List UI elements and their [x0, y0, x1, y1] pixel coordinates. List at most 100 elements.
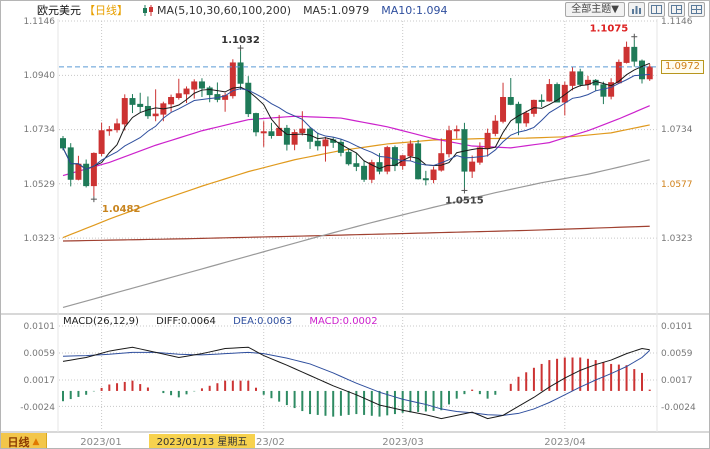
candle-body[interactable]	[407, 143, 414, 157]
candle-body[interactable]	[175, 93, 182, 98]
candle-body[interactable]	[453, 129, 460, 132]
candle-body[interactable]	[283, 127, 290, 145]
indicator-icon[interactable]	[142, 4, 154, 16]
candle-body[interactable]	[639, 60, 645, 80]
period-label: 【日线】	[84, 4, 128, 17]
y-axis-label-right: 1.1146	[661, 17, 693, 27]
candle-body[interactable]	[98, 130, 105, 154]
macd-params-label[interactable]: MACD(26,12,9)	[63, 316, 139, 327]
candle-body[interactable]	[268, 131, 275, 136]
candle-body[interactable]	[415, 143, 422, 180]
candle-body[interactable]	[191, 81, 198, 90]
candle-body[interactable]	[337, 141, 344, 153]
candle-body[interactable]	[577, 71, 584, 85]
ma-line-ma60	[62, 124, 650, 239]
candle-body[interactable]	[121, 98, 128, 125]
symbol-name: 欧元美元	[37, 4, 81, 17]
two-pane-layout-icon	[651, 5, 662, 14]
candle-body[interactable]	[523, 112, 530, 124]
candle-body[interactable]	[476, 147, 483, 163]
x-axis-label: 2023/04	[544, 437, 586, 448]
macd-axis-label-left: 0.0101	[24, 322, 56, 332]
ma-line-ma30	[62, 105, 650, 177]
candle-body[interactable]	[314, 140, 321, 147]
candle-body[interactable]	[484, 132, 491, 149]
candle-body[interactable]	[198, 81, 205, 89]
candle-body[interactable]	[631, 46, 638, 62]
candle-body[interactable]	[500, 96, 507, 122]
macd-legend: MACD(26,12,9) DIFF:0.0064 DEA:0.0063 MAC…	[63, 316, 392, 327]
candle-body[interactable]	[237, 62, 244, 84]
layout-button-3[interactable]	[668, 2, 685, 17]
macd-dea-value: DEA:0.0063	[233, 316, 293, 327]
candle-body[interactable]	[554, 84, 561, 103]
selected-date-label: 2023/01/13 星期五	[157, 436, 248, 448]
candle-body[interactable]	[245, 82, 252, 115]
candle-body[interactable]	[291, 132, 298, 145]
y-axis-label-left: 1.1146	[24, 17, 56, 27]
ma-settings-label[interactable]: MA(5,10,30,60,100,200)	[157, 3, 292, 17]
candle-body[interactable]	[376, 162, 383, 172]
candle-body[interactable]	[260, 131, 267, 134]
candle-body[interactable]	[129, 98, 136, 105]
candle-body[interactable]	[345, 151, 352, 165]
candle-body[interactable]	[60, 138, 66, 149]
candle-body[interactable]	[75, 163, 82, 180]
ma10-value: MA10:1.094	[381, 3, 448, 17]
grid-layout-icon	[691, 5, 702, 14]
candle-body[interactable]	[515, 103, 522, 124]
candle-body[interactable]	[608, 82, 615, 97]
candle-body[interactable]	[615, 61, 622, 84]
layout-button-2[interactable]	[648, 2, 665, 17]
candle-body[interactable]	[361, 165, 368, 180]
theme-dropdown[interactable]: 全部主题▼	[565, 2, 625, 17]
candle-body[interactable]	[600, 84, 607, 97]
candle-body[interactable]	[299, 128, 306, 134]
candle-body[interactable]	[430, 169, 437, 181]
candle-body[interactable]	[391, 147, 398, 167]
candle-body[interactable]	[422, 178, 429, 181]
candle-body[interactable]	[90, 152, 97, 187]
candle-body[interactable]	[183, 88, 190, 95]
y-axis-label-left: 1.0529	[24, 180, 56, 190]
candle-body[interactable]	[492, 120, 499, 134]
macd-axis-label-right: -0.0024	[661, 403, 696, 413]
ma5-value: MA5:1.0979	[303, 3, 370, 17]
candle-body[interactable]	[446, 130, 452, 155]
candle-body[interactable]	[469, 161, 476, 172]
candle-body[interactable]	[253, 113, 259, 133]
candle-body[interactable]	[546, 84, 553, 102]
layout-button-4[interactable]	[688, 2, 705, 17]
candle-body[interactable]	[507, 96, 514, 105]
macd-axis-label-left: 0.0017	[24, 376, 56, 386]
candle-body[interactable]	[322, 139, 329, 147]
candle-body[interactable]	[561, 84, 568, 103]
candle-body[interactable]	[229, 62, 236, 97]
candle-body[interactable]	[152, 113, 159, 117]
period-tab-daily[interactable]: 日线 ▲	[1, 433, 47, 448]
candle-body[interactable]	[353, 163, 360, 167]
candle-body[interactable]	[114, 123, 121, 131]
candle-body[interactable]	[144, 105, 151, 117]
candle-body[interactable]	[206, 87, 213, 96]
candle-body[interactable]	[137, 103, 144, 107]
candle-body[interactable]	[168, 96, 175, 105]
macd-axis-label-right: 0.0101	[661, 322, 693, 332]
layout-button-1[interactable]	[628, 2, 645, 17]
candle-body[interactable]	[538, 99, 545, 102]
candle-body[interactable]	[569, 71, 576, 86]
x-axis-label: 2023/01	[80, 437, 122, 448]
candle-body[interactable]	[530, 99, 537, 114]
candle-body[interactable]	[646, 66, 653, 80]
candle-body[interactable]	[83, 163, 90, 187]
y-axis-label-left: 1.0940	[24, 71, 56, 81]
macd-axis-label-right: 0.0059	[661, 349, 693, 359]
y-axis-label-right: 1.0734	[661, 125, 693, 135]
candle-body[interactable]	[368, 162, 375, 180]
candle-body[interactable]	[623, 46, 630, 63]
candle-body[interactable]	[384, 147, 391, 172]
chevron-up-icon: ▲	[32, 436, 40, 447]
candle-body[interactable]	[106, 129, 113, 132]
